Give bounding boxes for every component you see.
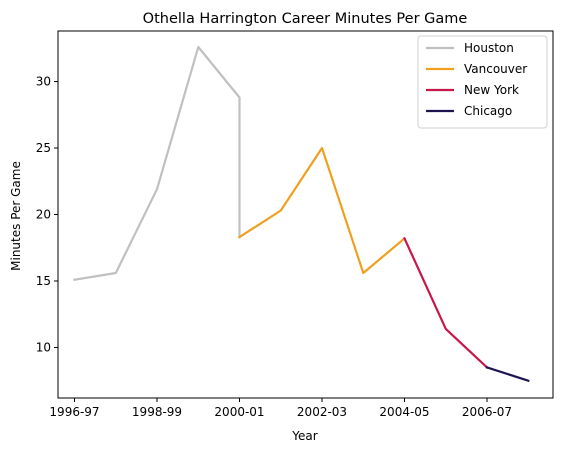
y-tick-label: 25: [36, 141, 51, 155]
x-tick-label: 2000-01: [214, 405, 264, 419]
y-tick-label: 10: [36, 340, 51, 354]
y-tick-label: 30: [36, 75, 51, 89]
x-axis-label: Year: [291, 429, 317, 443]
x-axis: 1996-97 1998-99 2000-01 2002-03 2004-05 2006-…: [49, 398, 512, 419]
series-line-chicago: [485, 366, 530, 383]
x-tick-label: 1996-97: [49, 405, 99, 419]
chart-title: Othella Harrington Career Minutes Per Ga…: [143, 11, 468, 27]
series-line-houston: [73, 45, 241, 281]
legend-label: New York: [464, 83, 519, 97]
x-tick-label: 1998-99: [132, 405, 182, 419]
series-line-new-york: [403, 236, 489, 369]
x-tick-label: 2004-05: [379, 405, 429, 419]
y-axis: 10 15 20 25 30: [36, 75, 58, 354]
legend-label: Chicago: [464, 104, 512, 118]
legend: Houston Vancouver New York Chicago: [417, 35, 548, 129]
legend-label: Houston: [464, 41, 514, 55]
y-tick-label: 15: [36, 274, 51, 288]
y-tick-label: 20: [36, 208, 51, 222]
x-tick-label: 2002-03: [297, 405, 347, 419]
legend-box: [417, 35, 548, 129]
legend-label: Vancouver: [464, 62, 527, 76]
y-axis-label: Minutes Per Game: [9, 161, 23, 271]
series-line-vancouver: [237, 146, 407, 275]
x-tick-label: 2006-07: [462, 405, 512, 419]
